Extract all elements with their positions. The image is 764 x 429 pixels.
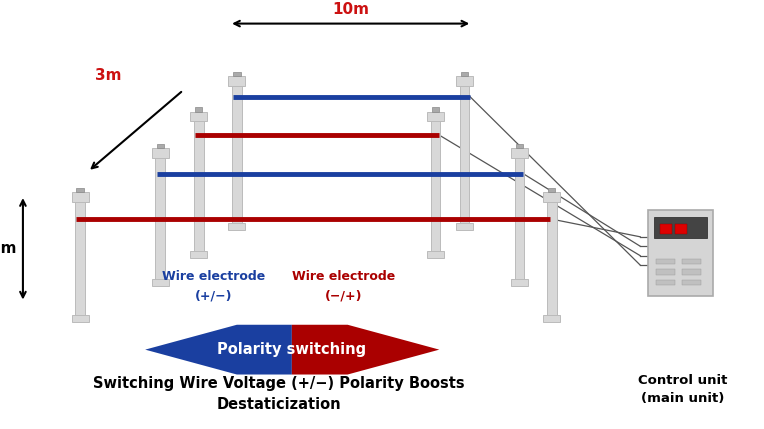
Bar <box>194 121 204 251</box>
Bar <box>548 188 555 192</box>
Text: 3m: 3m <box>96 68 122 82</box>
Bar <box>547 202 557 315</box>
Bar <box>75 202 86 315</box>
Bar <box>152 148 169 158</box>
Text: Switching Wire Voltage (+/−) Polarity Boosts
Destaticization: Switching Wire Voltage (+/−) Polarity Bo… <box>93 376 465 412</box>
Bar <box>660 224 672 234</box>
Bar <box>460 86 470 223</box>
Bar <box>157 144 164 148</box>
Bar <box>511 148 528 158</box>
Bar <box>515 158 525 279</box>
Bar <box>190 251 207 258</box>
Bar <box>228 76 245 86</box>
Bar <box>543 192 560 202</box>
Bar <box>427 251 444 258</box>
Bar <box>656 259 675 264</box>
Bar <box>76 188 84 192</box>
Polygon shape <box>145 325 292 375</box>
Bar <box>72 315 89 322</box>
Bar <box>152 279 169 286</box>
Text: 3m: 3m <box>0 242 17 256</box>
Bar <box>233 72 241 76</box>
Text: Polarity switching: Polarity switching <box>217 342 367 357</box>
Bar <box>516 144 523 148</box>
Bar <box>654 217 707 238</box>
Bar <box>675 224 687 234</box>
Bar <box>682 269 701 275</box>
Text: Control unit
(main unit): Control unit (main unit) <box>638 375 727 405</box>
Bar <box>156 158 166 279</box>
Bar <box>543 315 560 322</box>
Bar <box>431 121 441 251</box>
Bar <box>232 86 242 223</box>
Bar <box>456 76 473 86</box>
Bar <box>432 107 439 112</box>
Bar <box>682 259 701 264</box>
Bar <box>656 269 675 275</box>
Bar <box>682 280 701 285</box>
Bar <box>72 192 89 202</box>
Bar <box>656 280 675 285</box>
Bar <box>511 279 528 286</box>
Text: Wire electrode
(−/+): Wire electrode (−/+) <box>292 270 396 302</box>
Bar <box>427 112 444 121</box>
Text: Wire electrode
(+/−): Wire electrode (+/−) <box>162 270 266 302</box>
Polygon shape <box>292 325 439 375</box>
Bar <box>190 112 207 121</box>
Bar <box>228 223 245 230</box>
Text: 10m: 10m <box>332 2 369 17</box>
Bar <box>461 72 468 76</box>
Bar <box>456 223 473 230</box>
Bar <box>648 210 713 296</box>
Bar <box>195 107 202 112</box>
